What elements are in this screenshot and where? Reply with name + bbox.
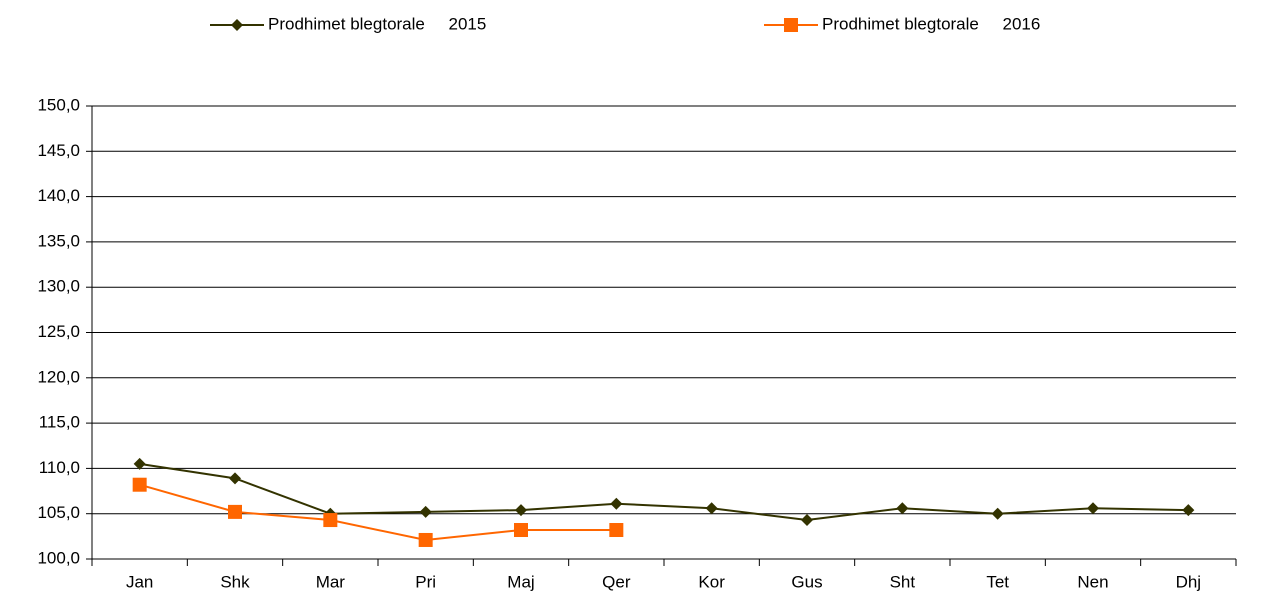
point [610, 497, 623, 510]
x-tick-label: Qer [602, 572, 631, 591]
x-tick-label: Gus [791, 572, 822, 591]
x-tick-label: Pri [415, 572, 436, 591]
x-tick-label: Maj [507, 572, 534, 591]
point [228, 504, 242, 519]
y-tick-label: 115,0 [39, 413, 80, 432]
y-tick-label: 125,0 [37, 322, 80, 341]
x-tick-label: Shk [220, 572, 250, 591]
y-tick-label: 100,0 [37, 548, 80, 567]
y-tick-label: 105,0 [37, 503, 80, 522]
y-tick-label: 130,0 [37, 277, 80, 296]
point [705, 502, 718, 515]
x-tick-label: Mar [316, 572, 346, 591]
point [1182, 504, 1195, 517]
y-tick-label: 120,0 [37, 367, 80, 386]
series-line [139, 483, 617, 541]
x-tick-label: Kor [698, 572, 725, 591]
point [991, 507, 1004, 520]
point [609, 523, 624, 538]
y-tick-label: 135,0 [37, 231, 80, 250]
point [419, 505, 432, 518]
x-tick-label: Tet [986, 572, 1009, 591]
series-line [139, 462, 1189, 522]
y-tick-label: 140,0 [37, 186, 80, 205]
legend-label: Prodhimet blegtorale 2015 [268, 14, 486, 33]
point [418, 532, 433, 547]
y-tick-label: 110,0 [39, 458, 80, 477]
x-tick-label: Sht [890, 572, 916, 591]
legend-marker [784, 18, 798, 32]
point [1087, 502, 1099, 515]
point [514, 523, 528, 538]
legend-marker [231, 19, 243, 31]
point [515, 504, 527, 517]
point [323, 513, 338, 528]
point [132, 477, 147, 492]
y-tick-label: 150,0 [37, 95, 80, 114]
legend-label: Prodhimet blegtorale 2016 [822, 14, 1040, 33]
x-tick-label: Nen [1077, 572, 1108, 591]
point [133, 457, 146, 470]
point [229, 472, 241, 485]
point [896, 502, 909, 515]
x-tick-label: Jan [126, 572, 153, 591]
y-tick-label: 145,0 [37, 141, 80, 160]
x-tick-label: Dhj [1176, 572, 1202, 591]
point [801, 514, 813, 527]
